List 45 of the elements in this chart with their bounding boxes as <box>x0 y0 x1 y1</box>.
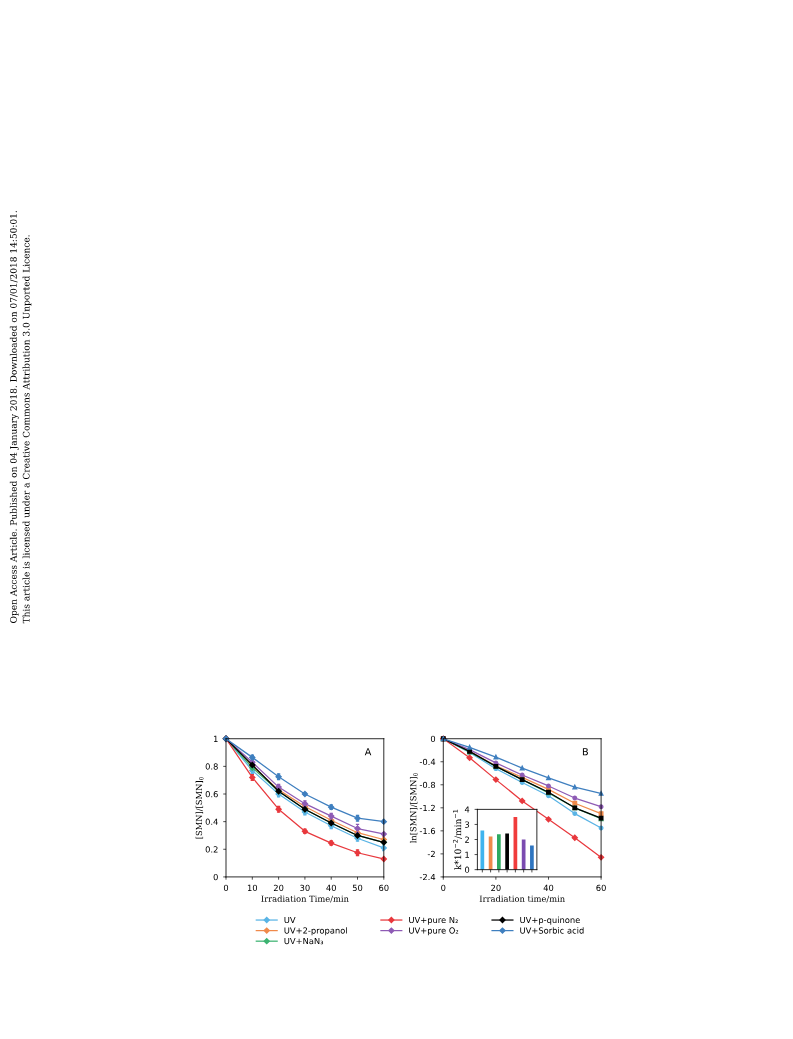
text: Open Access Article. Published on 04 January 2018. Downloaded on 07/01/2018 14:50:01. <box>9 211 19 623</box>
annotation: A <box>364 748 372 756</box>
legend-label: UV+2-propanol <box>284 927 347 936</box>
x-tick-label: 0 <box>223 884 229 892</box>
y-tick-label: 0.8 <box>205 763 218 770</box>
y-tick-label: 4 <box>464 806 470 813</box>
x-tick-label: 20 <box>491 884 501 892</box>
y-tick-label: -1.2 <box>419 804 435 811</box>
x-axis-title: Irradiation Time/min <box>261 895 349 903</box>
x-tick-label: 60 <box>379 884 389 892</box>
text: This article is licensed under a Creative Commons Attribution 3.0 Unported Licence. <box>22 235 32 624</box>
x-tick-label: 30 <box>300 884 310 892</box>
x-tick-label: 0 <box>441 884 446 892</box>
y-tick-label: 0 <box>464 866 470 873</box>
y-tick-label: 3 <box>465 821 470 828</box>
legend-label: UV+p-quinone <box>520 916 580 925</box>
legend-label: UV+NaN₃ <box>284 938 324 945</box>
x-tick-label: 20 <box>273 884 284 892</box>
y-tick-label: -2 <box>427 850 435 858</box>
x-tick-label: 50 <box>352 884 363 892</box>
legend-label: UV+pure N₂ <box>409 916 458 925</box>
annotation: B <box>582 748 588 756</box>
legend-label: UV <box>284 916 296 924</box>
y-tick-label: 0.6 <box>205 790 218 798</box>
y-axis-title: k*10$^{−2}$/min$^{−1}$ <box>452 809 462 870</box>
y-tick-label: -0.4 <box>419 758 436 766</box>
y-tick-label: 2 <box>465 836 469 843</box>
y-tick-label: 1 <box>465 851 469 858</box>
y-tick-label: -0.8 <box>419 781 436 789</box>
legend-label: UV+Sorbic acid <box>520 927 584 934</box>
y-tick-label: 1 <box>213 735 218 742</box>
y-tick-label: 0 <box>213 873 218 881</box>
y-tick-label: -1.6 <box>419 827 436 835</box>
x-tick-label: 10 <box>247 884 258 892</box>
y-tick-label: 0.4 <box>205 818 218 825</box>
y-tick-label: 0 <box>430 735 436 743</box>
x-tick-label: 60 <box>596 884 606 892</box>
y-tick-label: -2.4 <box>419 873 436 881</box>
x-tick-label: 40 <box>326 884 336 892</box>
x-tick-label: 40 <box>543 884 554 892</box>
y-axis-title: [SMN]/[SMN]$_{0}$ <box>195 777 204 839</box>
x-axis-title: Irradiation time/min <box>479 895 565 903</box>
legend-label: UV+pure O₂ <box>409 927 459 936</box>
y-axis-title: ln[SMN]/[SMN]$_{0}$ <box>409 773 418 844</box>
y-tick-label: 0.2 <box>205 846 218 853</box>
